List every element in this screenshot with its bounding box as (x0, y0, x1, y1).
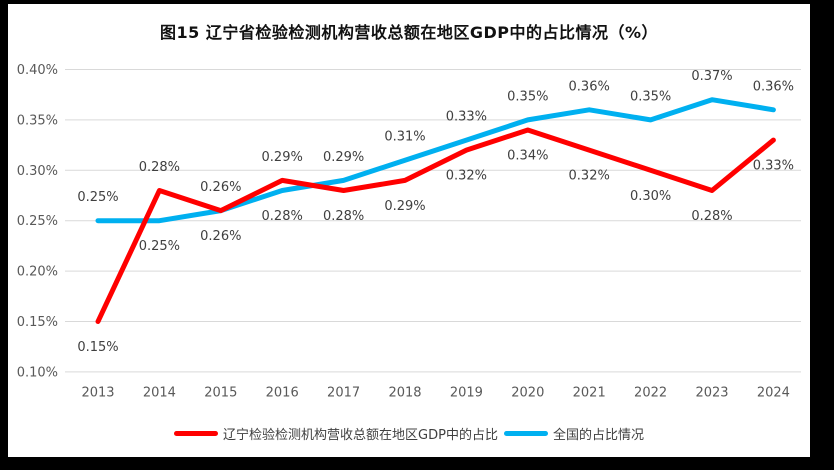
x-axis-tick-label: 2024 (757, 386, 790, 401)
data-label-liaoning: 0.29% (262, 150, 303, 165)
x-axis-tick-label: 2022 (634, 386, 667, 401)
data-label-national: 0.36% (569, 79, 610, 94)
x-axis-tick-label: 2013 (81, 386, 114, 401)
y-axis-tick-label: 0.30% (17, 164, 58, 179)
data-label-national: 0.33% (446, 110, 487, 125)
data-label-national: 0.36% (753, 79, 794, 94)
legend-swatch-national-icon (503, 431, 548, 436)
data-label-liaoning: 0.26% (200, 180, 241, 195)
data-label-liaoning: 0.32% (446, 169, 487, 184)
legend-item-liaoning: 辽宁检验检测机构营收总额在地区GDP中的占比 (174, 424, 498, 443)
x-axis-tick-label: 2017 (327, 386, 360, 401)
series-line-liaoning (95, 127, 776, 324)
x-axis-tick-label: 2019 (450, 386, 483, 401)
legend-label-liaoning: 辽宁检验检测机构营收总额在地区GDP中的占比 (223, 428, 498, 443)
legend-label-national: 全国的占比情况 (552, 428, 644, 443)
data-label-national: 0.28% (262, 209, 303, 224)
y-axis-tick-label: 0.15% (17, 315, 58, 330)
data-label-national: 0.31% (384, 130, 425, 145)
y-axis-tick-label: 0.25% (17, 214, 58, 229)
x-axis-tick-label: 2015 (204, 386, 237, 401)
data-label-national: 0.25% (139, 239, 180, 254)
data-labels: 0.15% 0.28% 0.26% 0.29% 0.28% 0.29% 0.32% 0.34%… (77, 69, 794, 355)
y-axis-tick-label: 0.35% (17, 113, 58, 128)
data-label-national: 0.35% (630, 89, 671, 104)
x-axis-tick-labels: 2013 2014 2015 2016 2017 2018 2019 2020 2021 2022… (81, 386, 789, 401)
x-axis-tick-label: 2016 (266, 386, 299, 401)
data-label-liaoning: 0.33% (753, 159, 794, 174)
y-axis-tick-label: 0.40% (17, 63, 58, 78)
data-label-liaoning: 0.15% (77, 340, 118, 355)
y-axis-tick-label: 0.20% (17, 265, 58, 280)
data-label-liaoning: 0.29% (384, 199, 425, 214)
data-label-liaoning: 0.28% (139, 160, 180, 175)
data-label-national: 0.29% (323, 150, 364, 165)
y-axis-tick-label: 0.10% (17, 365, 58, 380)
y-axis-tick-labels: 0.40% 0.35% 0.30% 0.25% 0.20% 0.15% 0.10% (17, 63, 58, 380)
series-line-national (95, 97, 776, 224)
data-label-national: 0.35% (507, 89, 548, 104)
data-label-liaoning: 0.28% (691, 209, 732, 224)
legend: 辽宁检验检测机构营收总额在地区GDP中的占比 全国的占比情况 (8, 424, 810, 443)
x-axis-tick-label: 2014 (143, 386, 176, 401)
data-label-liaoning: 0.32% (569, 169, 610, 184)
legend-swatch-liaoning-icon (174, 431, 219, 436)
data-label-national: 0.26% (200, 229, 241, 244)
gridlines (65, 69, 801, 373)
data-label-liaoning: 0.30% (630, 189, 671, 204)
legend-item-national: 全国的占比情况 (503, 424, 644, 443)
data-label-national: 0.25% (77, 190, 118, 205)
series-lines (95, 97, 776, 324)
x-axis-tick-label: 2023 (695, 386, 728, 401)
data-label-national: 0.37% (691, 69, 732, 84)
x-axis-tick-label: 2021 (573, 386, 606, 401)
chart-title: 图15 辽宁省检验检测机构营收总额在地区GDP中的占比情况（%） (159, 23, 658, 42)
data-label-liaoning: 0.28% (323, 209, 364, 224)
x-axis-tick-label: 2018 (388, 386, 421, 401)
x-axis-tick-label: 2020 (511, 386, 544, 401)
data-label-liaoning: 0.34% (507, 148, 548, 163)
